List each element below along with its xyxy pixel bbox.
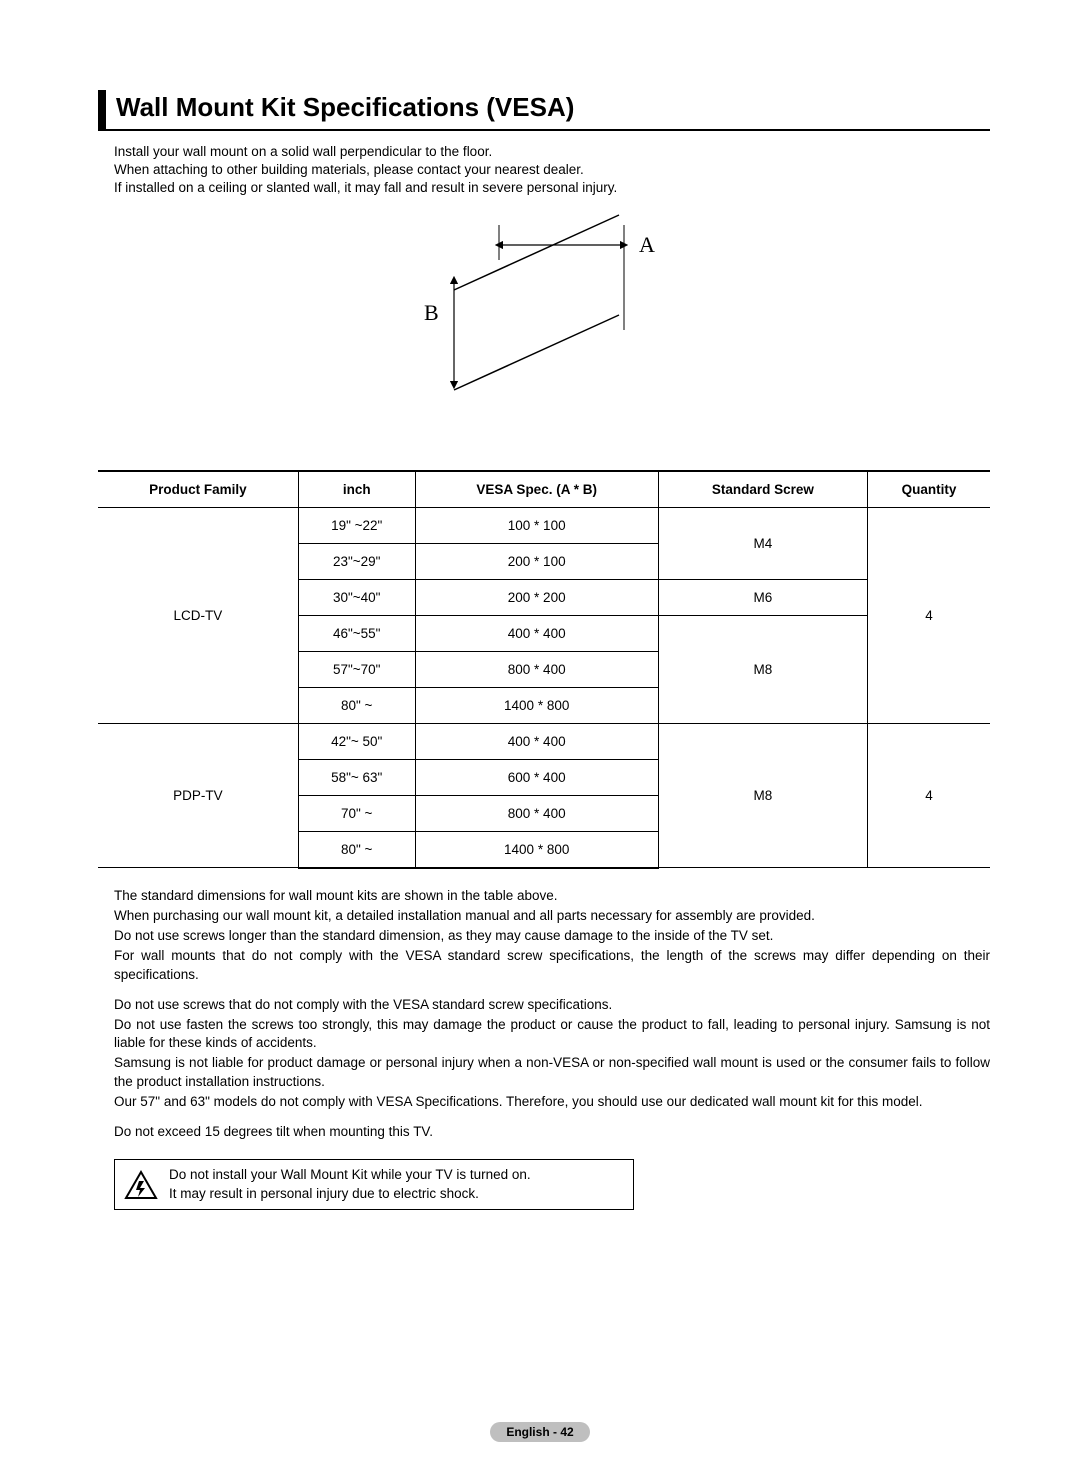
screw-cell: M4 [658, 507, 867, 579]
intro-line: If installed on a ceiling or slanted wal… [114, 179, 990, 197]
notes-block: The standard dimensions for wall mount k… [114, 887, 990, 1142]
screw-cell: M8 [658, 615, 867, 723]
spec-cell: 200 * 200 [415, 579, 658, 615]
vesa-spec-table: Product Family inch VESA Spec. (A * B) S… [98, 470, 990, 869]
note-line: When purchasing our wall mount kit, a de… [114, 907, 990, 925]
title-bar-accent [98, 90, 106, 129]
inch-cell: 19" ~22" [298, 507, 415, 543]
table-row: PDP-TV 42"~ 50" 400 * 400 M8 4 [98, 723, 990, 759]
diagram-label-b: B [424, 300, 439, 325]
table-row: LCD-TV 19" ~22" 100 * 100 M4 4 [98, 507, 990, 543]
note-line: Do not use screws that do not comply wit… [114, 996, 990, 1014]
warning-box: Do not install your Wall Mount Kit while… [114, 1159, 634, 1209]
title-text: Wall Mount Kit Specifications (VESA) [116, 90, 574, 129]
family-cell: PDP-TV [98, 723, 298, 868]
inch-cell: 70" ~ [298, 795, 415, 831]
inch-cell: 57"~70" [298, 651, 415, 687]
inch-cell: 58"~ 63" [298, 759, 415, 795]
footer-label: English - 42 [490, 1422, 589, 1442]
intro-line: When attaching to other building materia… [114, 161, 990, 179]
note-line: The standard dimensions for wall mount k… [114, 887, 990, 905]
table-header-row: Product Family inch VESA Spec. (A * B) S… [98, 471, 990, 508]
spec-cell: 1400 * 800 [415, 831, 658, 868]
spec-cell: 800 * 400 [415, 651, 658, 687]
family-cell: LCD-TV [98, 507, 298, 723]
warning-icon [121, 1170, 161, 1200]
spec-cell: 600 * 400 [415, 759, 658, 795]
spec-cell: 800 * 400 [415, 795, 658, 831]
col-header: inch [298, 471, 415, 508]
note-line: Samsung is not liable for product damage… [114, 1054, 990, 1090]
note-line: Do not exceed 15 degrees tilt when mount… [114, 1123, 990, 1141]
col-header: Product Family [98, 471, 298, 508]
spec-cell: 1400 * 800 [415, 687, 658, 723]
spec-cell: 400 * 400 [415, 723, 658, 759]
vesa-diagram: A B [98, 210, 990, 410]
inch-cell: 46"~55" [298, 615, 415, 651]
qty-cell: 4 [868, 507, 990, 723]
note-line: For wall mounts that do not comply with … [114, 947, 990, 983]
page-footer: English - 42 [0, 1422, 1080, 1442]
qty-cell: 4 [868, 723, 990, 868]
vesa-diagram-svg: A B [414, 210, 674, 410]
screw-cell: M6 [658, 579, 867, 615]
spec-cell: 100 * 100 [415, 507, 658, 543]
warning-text: Do not install your Wall Mount Kit while… [161, 1166, 531, 1202]
inch-cell: 42"~ 50" [298, 723, 415, 759]
intro-text: Install your wall mount on a solid wall … [114, 143, 990, 198]
col-header: Standard Screw [658, 471, 867, 508]
spec-cell: 400 * 400 [415, 615, 658, 651]
spec-cell: 200 * 100 [415, 543, 658, 579]
warning-line: Do not install your Wall Mount Kit while… [169, 1166, 531, 1184]
col-header: Quantity [868, 471, 990, 508]
note-line: Do not use fasten the screws too strongl… [114, 1016, 990, 1052]
col-header: VESA Spec. (A * B) [415, 471, 658, 508]
note-line: Do not use screws longer than the standa… [114, 927, 990, 945]
diagram-label-a: A [639, 232, 655, 257]
inch-cell: 30"~40" [298, 579, 415, 615]
section-title: Wall Mount Kit Specifications (VESA) [98, 90, 990, 131]
note-line: Our 57" and 63" models do not comply wit… [114, 1093, 990, 1111]
intro-line: Install your wall mount on a solid wall … [114, 143, 990, 161]
inch-cell: 80" ~ [298, 831, 415, 868]
screw-cell: M8 [658, 723, 867, 868]
inch-cell: 23"~29" [298, 543, 415, 579]
inch-cell: 80" ~ [298, 687, 415, 723]
warning-line: It may result in personal injury due to … [169, 1185, 531, 1203]
